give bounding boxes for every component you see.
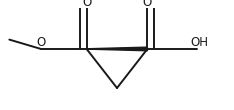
Text: O: O [143, 0, 152, 9]
Polygon shape [87, 47, 147, 51]
Text: O: O [82, 0, 91, 9]
Text: O: O [36, 36, 46, 49]
Text: OH: OH [190, 36, 208, 49]
